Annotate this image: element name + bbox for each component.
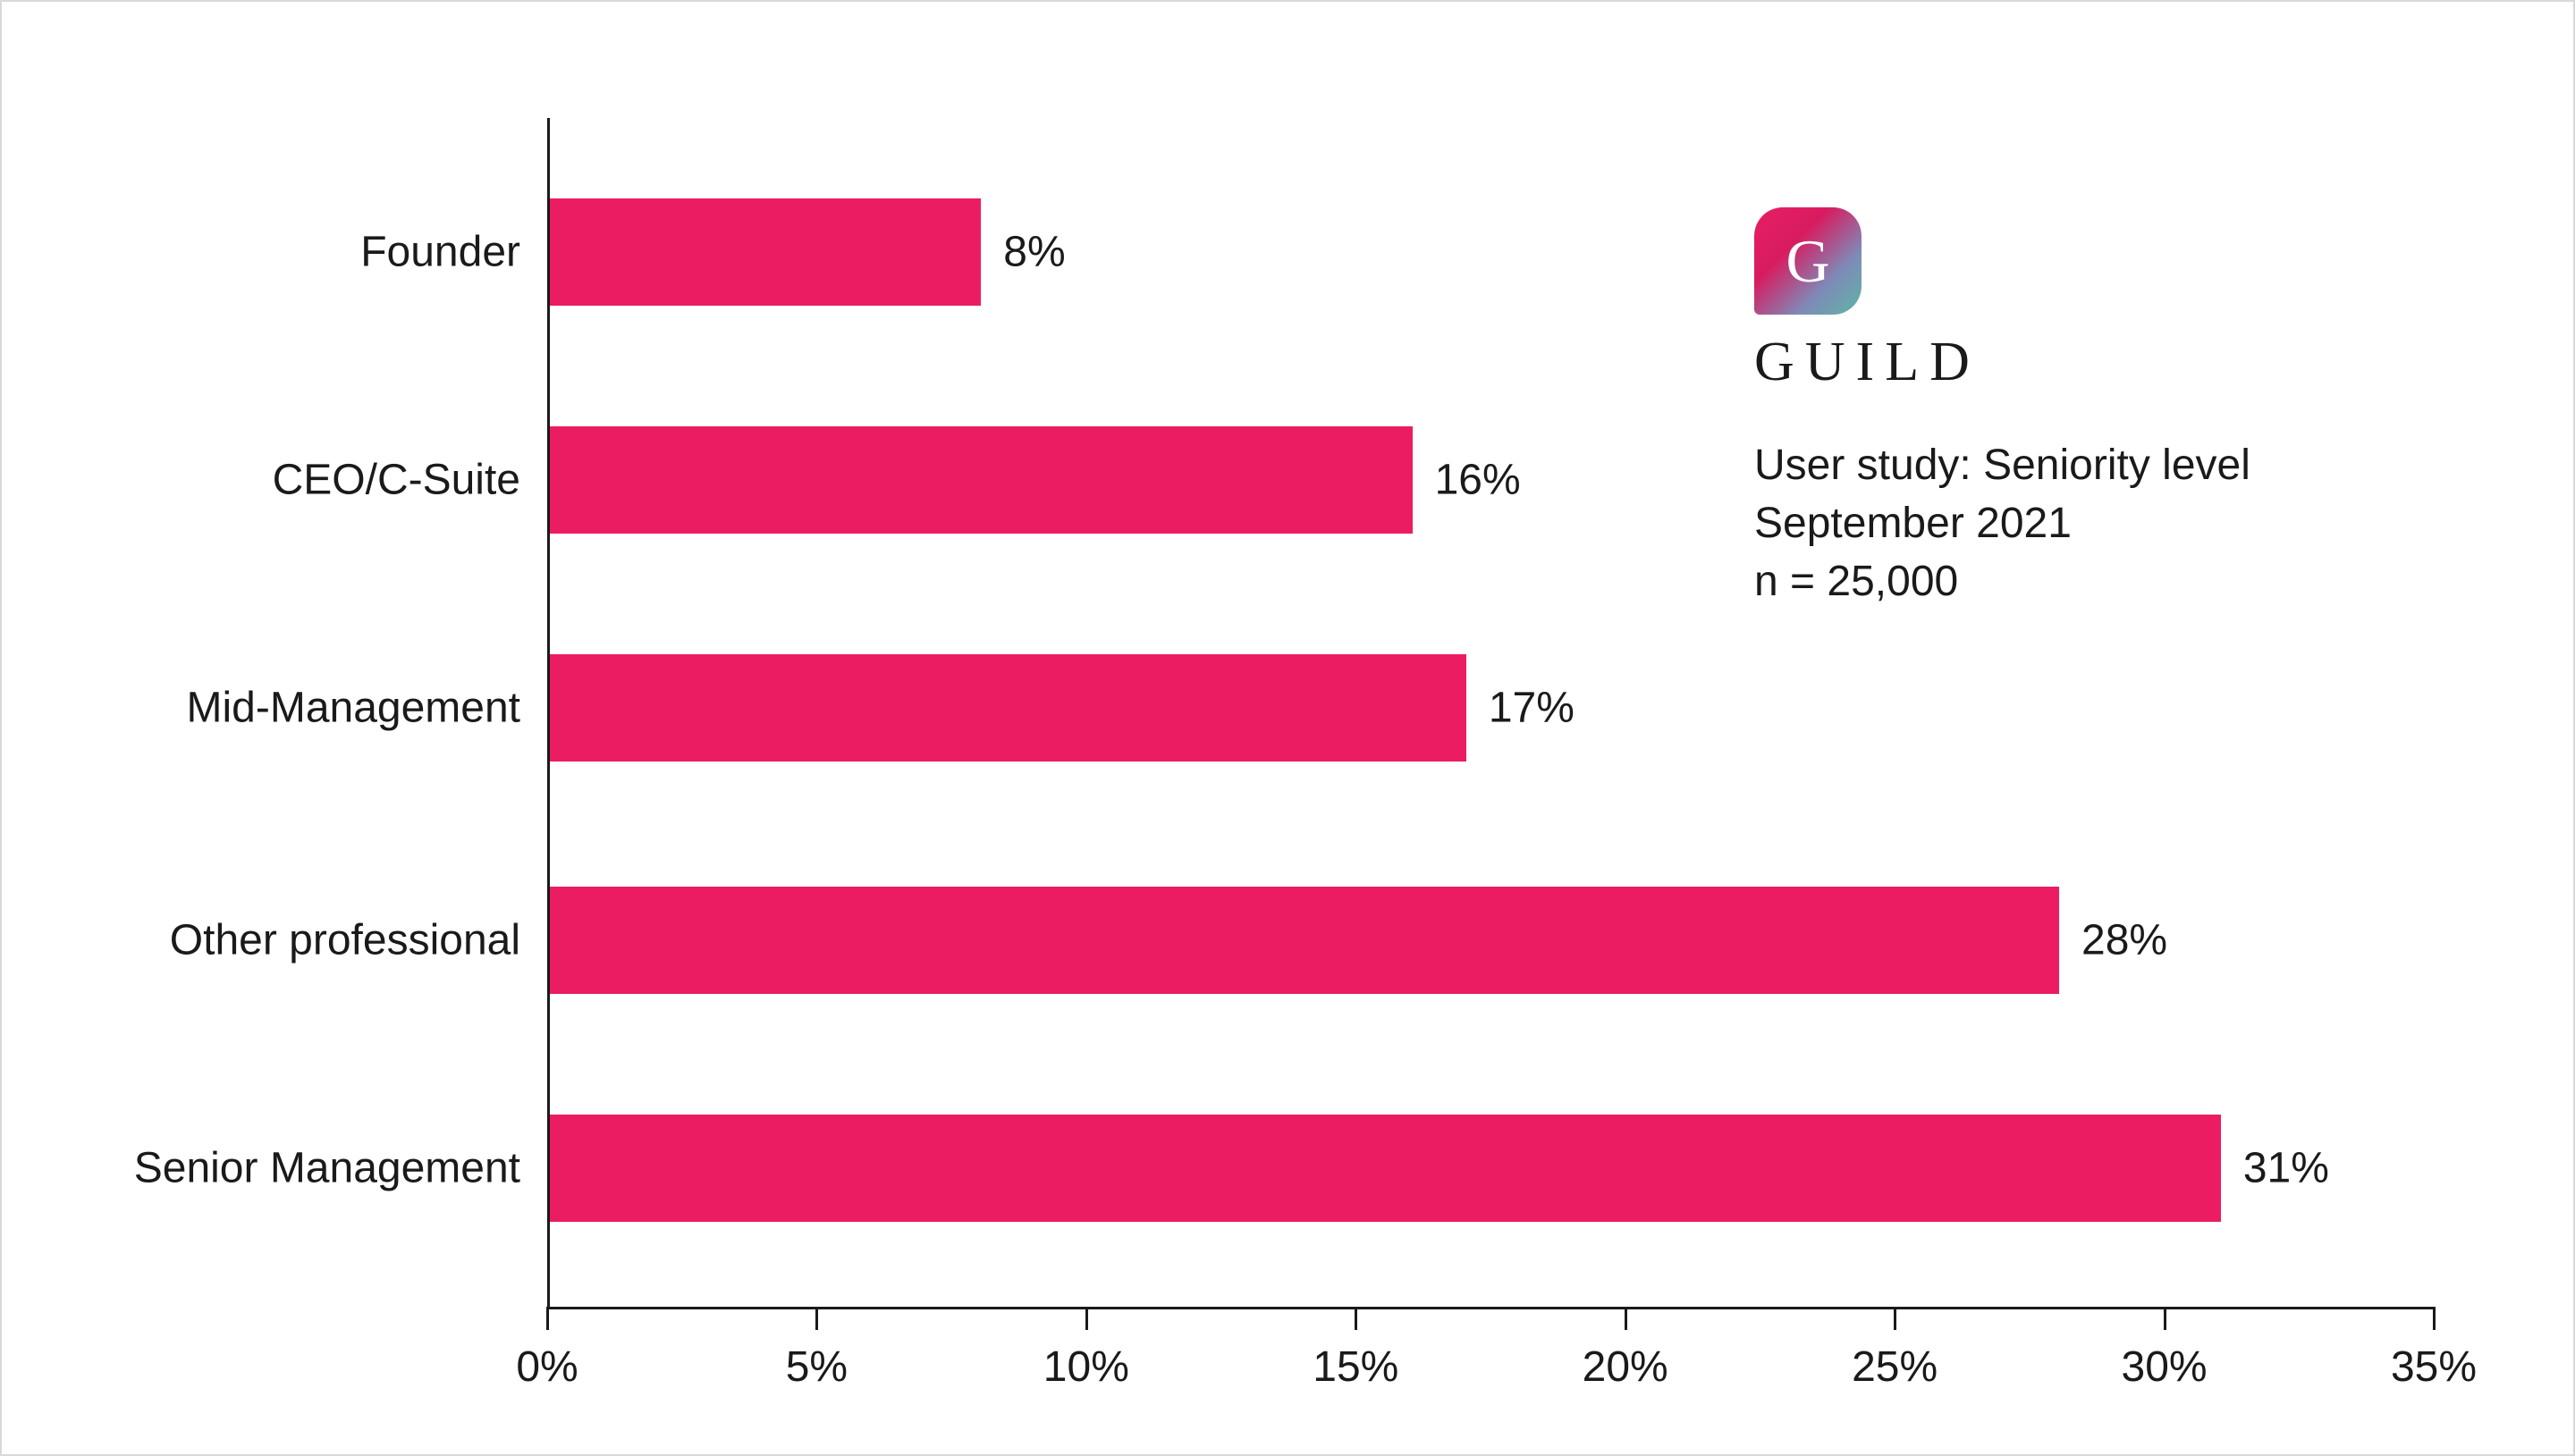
category-label: Senior Management (134, 1144, 520, 1193)
x-axis-line (547, 1307, 2434, 1309)
x-tick-label: 15% (1313, 1342, 1398, 1392)
value-label: 8% (1003, 228, 1065, 277)
x-tick (1625, 1307, 1627, 1330)
x-tick (546, 1307, 549, 1330)
category-label: Other professional (170, 916, 520, 965)
bar (550, 198, 981, 306)
x-tick (2433, 1307, 2436, 1330)
x-tick-label: 5% (786, 1342, 848, 1392)
brand-block: G GUILD User study: Seniority level Sept… (1754, 207, 2250, 610)
value-label: 31% (2243, 1144, 2329, 1193)
value-label: 16% (1435, 456, 1521, 505)
category-label: CEO/C-Suite (273, 456, 520, 505)
caption-line-2: September 2021 (1754, 495, 2250, 553)
value-label: 28% (2081, 916, 2167, 965)
caption-line-3: n = 25,000 (1754, 553, 2250, 611)
value-label: 17% (1489, 684, 1575, 733)
chart-caption: User study: Seniority level September 20… (1754, 437, 2250, 610)
bar-row: Other professional 28% (2, 887, 2573, 994)
x-tick-label: 25% (1852, 1342, 1938, 1392)
x-tick-label: 30% (2122, 1342, 2208, 1392)
x-tick (2164, 1307, 2166, 1330)
x-tick (1085, 1307, 1088, 1330)
x-tick-label: 0% (516, 1342, 578, 1392)
guild-logo-icon: G (1754, 207, 1862, 315)
category-label: Founder (360, 228, 520, 277)
x-tick (815, 1307, 818, 1330)
category-label: Mid-Management (187, 684, 521, 733)
caption-line-1: User study: Seniority level (1754, 437, 2250, 495)
chart-frame: 0% 5% 10% 15% 20% 25% 30% 35% Founder 8% CEO/C-Su… (0, 0, 2575, 1456)
guild-logo-letter: G (1786, 226, 1829, 297)
x-tick-label: 35% (2391, 1342, 2477, 1392)
x-tick-label: 20% (1583, 1342, 1668, 1392)
guild-wordmark: GUILD (1754, 331, 2250, 394)
x-tick-label: 10% (1043, 1342, 1129, 1392)
bar (550, 887, 2059, 994)
bar-row: Senior Management 31% (2, 1115, 2573, 1222)
x-tick (1894, 1307, 1896, 1330)
bar-row: Mid-Management 17% (2, 654, 2573, 762)
bar (550, 654, 1466, 762)
bar (550, 1115, 2221, 1222)
x-tick (1355, 1307, 1357, 1330)
bar (550, 426, 1413, 534)
